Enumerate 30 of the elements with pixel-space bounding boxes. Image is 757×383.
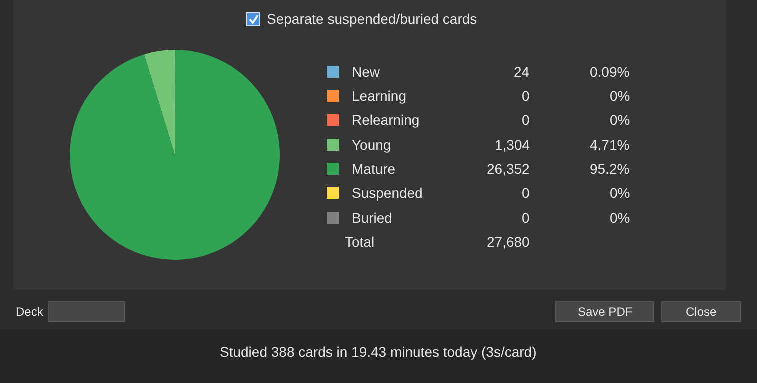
text: 0 <box>522 112 530 128</box>
legend-label: Buried <box>352 210 392 226</box>
legend-label: Mature <box>352 161 396 177</box>
text: 95.2% <box>590 161 630 177</box>
text: Studied 388 cards in 19.43 minutes today (3s/card) <box>220 344 537 360</box>
legend-label: Suspended <box>352 185 423 201</box>
text: Close <box>686 305 718 319</box>
legend-label: New <box>352 64 381 80</box>
text: 0% <box>610 185 630 201</box>
text: 0% <box>610 210 630 226</box>
legend-label: Learning <box>352 88 406 104</box>
data-label: 24 <box>514 64 530 80</box>
text: Total <box>345 234 375 250</box>
pie-slice <box>70 50 280 260</box>
legend-label: Young <box>352 137 392 153</box>
text: 0% <box>610 112 630 128</box>
text: 0 <box>522 88 530 104</box>
text: Separate suspended/buried cards <box>267 11 478 27</box>
data-label: 1,304 <box>495 137 530 153</box>
text: 0 <box>522 210 530 226</box>
text: 0 <box>522 185 530 201</box>
text: Save PDF <box>578 305 633 319</box>
text: 4.71% <box>590 137 630 153</box>
text: Deck <box>16 305 44 319</box>
text: 0.09% <box>590 64 630 80</box>
text: 0% <box>610 88 630 104</box>
text: 27,680 <box>487 234 530 250</box>
data-label: 26,352 <box>487 161 530 177</box>
legend-label: Relearning <box>352 112 420 128</box>
pie-slice <box>144 50 175 155</box>
